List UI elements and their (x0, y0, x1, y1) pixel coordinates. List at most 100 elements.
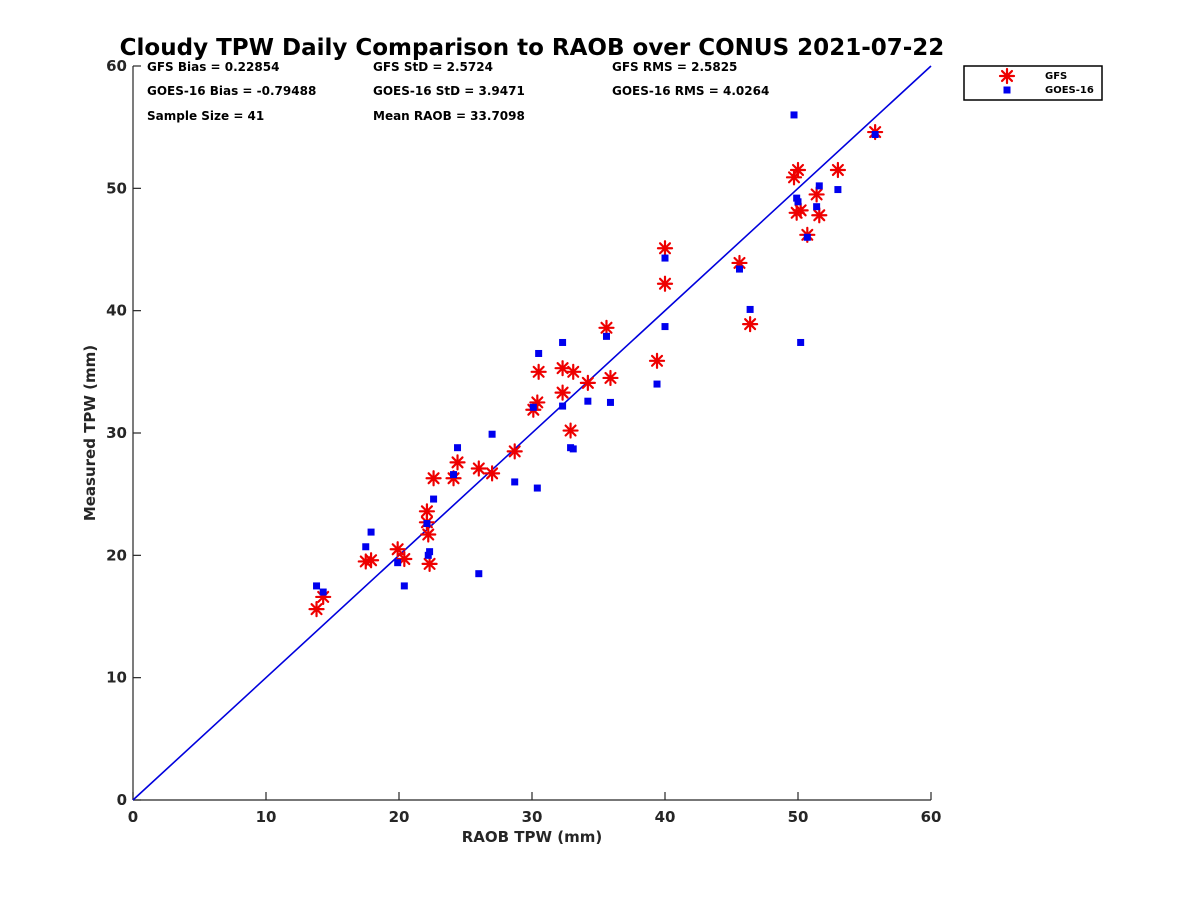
gfs-point (565, 363, 582, 380)
goes-point (430, 495, 438, 503)
gfs-point (829, 161, 847, 179)
x-tick-label: 60 (921, 808, 942, 826)
goes-point (533, 484, 541, 492)
legend-goes-label: GOES-16 (1045, 85, 1094, 96)
goes-point (794, 198, 802, 206)
gfs-point (420, 526, 437, 543)
goes-point (400, 582, 408, 590)
gfs-point (421, 555, 438, 572)
goes-point (834, 186, 842, 194)
goes-series (313, 111, 879, 596)
gfs-point (579, 374, 596, 391)
goes-point (871, 131, 879, 139)
chart-title: Cloudy TPW Daily Comparison to RAOB over… (120, 35, 945, 61)
stat-gfs-rms: GFS RMS = 2.5825 (612, 60, 737, 74)
gfs-point (506, 443, 523, 460)
goes-point (813, 203, 821, 211)
gfs-point (554, 384, 571, 401)
goes-point (529, 403, 537, 411)
goes-point (559, 402, 567, 410)
goes-point (602, 332, 610, 340)
y-tick-label: 40 (106, 302, 127, 320)
goes-point (362, 543, 370, 551)
goes-point (797, 338, 805, 346)
y-tick-label: 20 (106, 546, 127, 564)
gfs-point (808, 186, 825, 203)
goes-point (511, 478, 519, 486)
reference-line-group (132, 65, 932, 801)
goes-point (535, 349, 543, 357)
goes-point (450, 471, 458, 479)
gfs-point (648, 352, 666, 369)
legend-gfs-label: GFS (1045, 71, 1067, 82)
legend-gfs-marker (998, 67, 1016, 85)
gfs-point (554, 360, 571, 377)
gfs-point (362, 552, 380, 569)
y-tick-label: 10 (106, 669, 127, 687)
goes-point (454, 444, 462, 452)
legend-box (963, 65, 1103, 101)
goes-point (606, 398, 614, 406)
gfs-point (484, 465, 501, 482)
goes-point (559, 338, 567, 346)
gfs-point (396, 550, 413, 568)
y-tick-label: 30 (106, 424, 127, 442)
gfs-point (470, 460, 487, 477)
legend-goes-marker (1003, 86, 1011, 94)
goes-point (488, 430, 496, 438)
goes-point (661, 254, 669, 262)
stat-gfs-std: GFS StD = 2.5724 (373, 60, 493, 74)
legend-gfs-asterisk (998, 67, 1016, 85)
gfs-point (792, 202, 809, 219)
x-tick-label: 40 (655, 808, 676, 826)
stat-mean-raob: Mean RAOB = 33.7098 (373, 109, 525, 123)
gfs-point (742, 316, 759, 333)
gfs-point (602, 369, 619, 387)
stat-goes-std: GOES-16 StD = 3.9471 (373, 84, 525, 98)
goes-point (793, 194, 801, 202)
stat-goes-rms: GOES-16 RMS = 4.0264 (612, 84, 769, 98)
x-tick-label: 0 (128, 808, 138, 826)
stat-sample-size: Sample Size = 41 (147, 109, 264, 123)
goes-point (653, 380, 661, 388)
x-tick-label: 50 (788, 808, 809, 826)
goes-point (746, 305, 754, 313)
y-tick-label: 0 (117, 791, 127, 809)
gfs-series (308, 123, 884, 618)
gfs-point (530, 363, 547, 380)
goes-point (790, 111, 798, 119)
x-tick-label: 30 (522, 808, 543, 826)
goes-point (815, 182, 823, 190)
x-axis-label: RAOB TPW (mm) (462, 828, 603, 846)
gfs-point (425, 470, 442, 487)
gfs-point (656, 275, 674, 292)
goes-point (475, 570, 483, 578)
goes-point (426, 548, 434, 556)
goes-point (735, 265, 743, 273)
goes-point (569, 445, 577, 453)
gfs-point (308, 601, 325, 618)
goes-point (319, 588, 327, 596)
goes-point (423, 520, 431, 528)
goes-point (367, 528, 375, 536)
x-tick-label: 20 (389, 808, 410, 826)
y-axis-label: Measured TPW (mm) (81, 345, 99, 521)
stat-gfs-bias: GFS Bias = 0.22854 (147, 60, 279, 74)
y-tick-label: 50 (106, 179, 127, 197)
x-tick-label: 10 (256, 808, 277, 826)
goes-point (584, 397, 592, 405)
gfs-point (598, 319, 615, 336)
gfs-point (449, 454, 466, 471)
legend: GFS GOES-16 (963, 65, 1103, 101)
goes-point (661, 323, 669, 331)
reference-line (132, 65, 932, 801)
legend-goes-square (1003, 86, 1011, 94)
gfs-point (811, 207, 828, 224)
gfs-point (789, 161, 807, 179)
gfs-point (562, 422, 579, 439)
goes-point (803, 233, 811, 241)
stats-block: GFS Bias = 0.22854 GFS StD = 2.5724 GFS … (147, 60, 769, 123)
gfs-point (389, 541, 406, 558)
